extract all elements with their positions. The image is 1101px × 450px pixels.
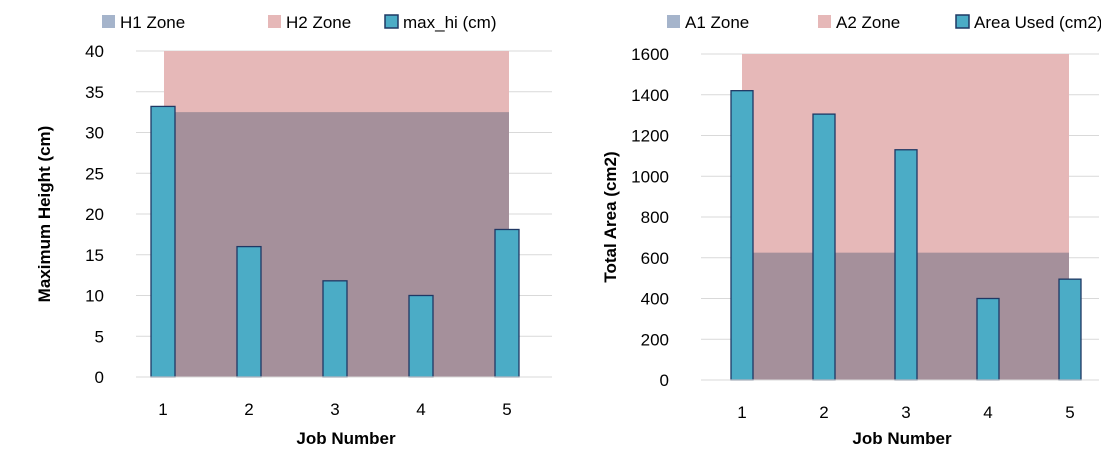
legend-label: max_hi (cm)	[403, 13, 497, 32]
x-tick-label: 1	[737, 403, 746, 422]
x-tick-label: 2	[819, 403, 828, 422]
y-tick-label: 30	[85, 124, 104, 143]
bar	[812, 113, 836, 381]
y-tick-label: 1600	[631, 45, 669, 64]
y-axis-title: Maximum Height (cm)	[35, 126, 54, 303]
legend-swatch	[268, 15, 281, 28]
bar	[236, 245, 262, 378]
y-tick-label: 1200	[631, 127, 669, 146]
x-tick-label: 3	[330, 400, 339, 419]
x-tick-label: 2	[244, 400, 253, 419]
legend-swatch	[955, 14, 970, 29]
chart-2: 0 200 400 600 800 1000 1200 1400 1600 1 2 3 4 5 Job Nu…	[601, 13, 1101, 448]
x-tick-label: 4	[416, 400, 425, 419]
x-tick-label: 4	[983, 403, 992, 422]
y-tick-label: 10	[85, 287, 104, 306]
legend-label: A2 Zone	[836, 13, 900, 32]
y-tick-label: 35	[85, 83, 104, 102]
x-tick-label: 5	[1065, 403, 1074, 422]
y-tick-label: 0	[95, 368, 104, 387]
bar	[150, 105, 176, 378]
x-axis-title: Job Number	[296, 429, 396, 448]
y-tick-label: 40	[85, 42, 104, 61]
y-tick-label: 200	[641, 330, 669, 349]
x-tick-label: 5	[502, 400, 511, 419]
y-tick-label: 400	[641, 290, 669, 309]
y-axis-title: Total Area (cm2)	[601, 151, 620, 282]
bar	[1058, 278, 1082, 381]
legend-label: H2 Zone	[286, 13, 351, 32]
legend-swatch	[384, 14, 399, 29]
bar	[408, 294, 434, 378]
y-tick-label: 800	[641, 208, 669, 227]
y-tick-label: 0	[660, 371, 669, 390]
chart-1: 0 5 10 15 20 25 30 35 40 1 2 3 4 5 Job Number Maximum H…	[35, 13, 552, 448]
y-tick-label: 15	[85, 246, 104, 265]
y-tick-label: 20	[85, 205, 104, 224]
y-tick-label: 1000	[631, 167, 669, 186]
legend-label: Area Used (cm2)	[974, 13, 1101, 32]
bar	[730, 90, 754, 381]
x-axis-title: Job Number	[852, 429, 952, 448]
legend-swatch	[102, 15, 115, 28]
legend-label: A1 Zone	[685, 13, 749, 32]
bar	[494, 228, 520, 378]
bar	[894, 149, 918, 381]
bar	[976, 297, 1000, 381]
legend-swatch	[667, 15, 680, 28]
bar	[322, 280, 348, 378]
legend-label: H1 Zone	[120, 13, 185, 32]
y-tick-label: 1400	[631, 86, 669, 105]
y-tick-label: 5	[95, 327, 104, 346]
y-tick-label: 600	[641, 249, 669, 268]
y-tick-label: 25	[85, 164, 104, 183]
legend-swatch	[818, 15, 831, 28]
x-tick-label: 3	[901, 403, 910, 422]
x-tick-label: 1	[158, 400, 167, 419]
